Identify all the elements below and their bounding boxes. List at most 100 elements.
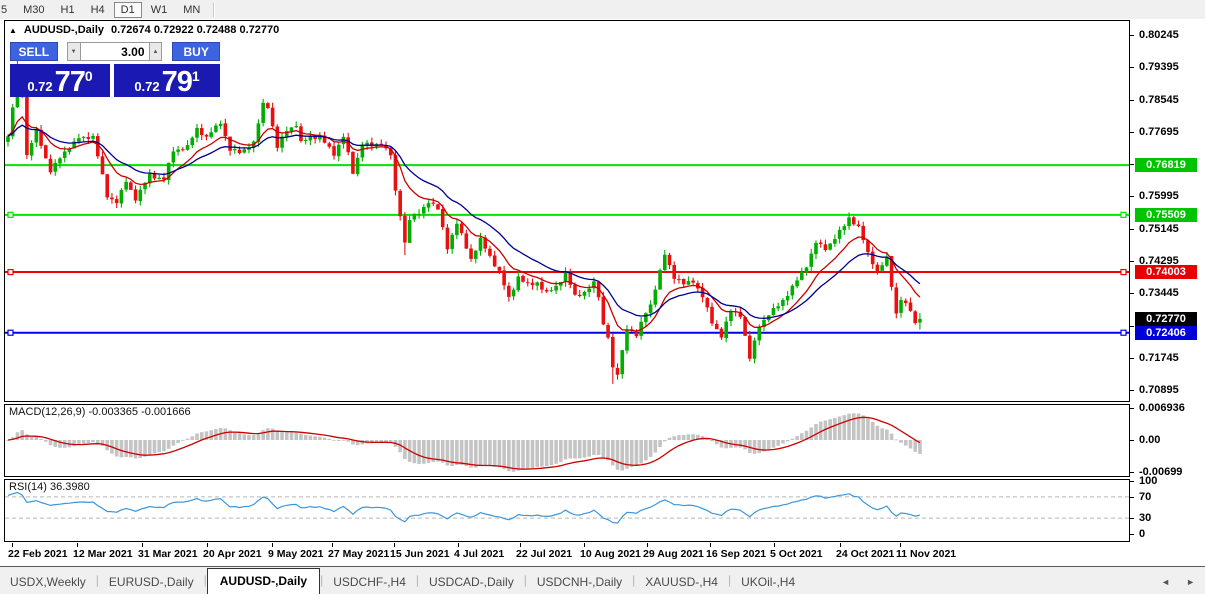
- date-label: 27 May 2021: [328, 548, 390, 560]
- price-tick: [1130, 164, 1134, 166]
- rsi-label: RSI(14) 36.3980: [9, 481, 90, 493]
- tab-separator: |: [95, 573, 99, 587]
- date-label: 16 Sep 2021: [706, 548, 767, 560]
- date-tick: [272, 543, 273, 547]
- date-label: 10 Aug 2021: [580, 548, 641, 560]
- volume-decrease-button[interactable]: ▼: [66, 42, 81, 61]
- date-label: 5 Oct 2021: [770, 548, 823, 560]
- rsi-tick-label: 100: [1139, 475, 1158, 487]
- collapse-icon[interactable]: ▲: [9, 25, 17, 35]
- current-price-badge[interactable]: 0.72770: [1135, 311, 1197, 326]
- hline-price-badge[interactable]: 0.72406: [1135, 325, 1197, 340]
- symbol-title: AUDUSD-,Daily: [23, 24, 104, 36]
- date-tick: [12, 543, 13, 547]
- price-tick: [1130, 99, 1134, 101]
- date-tick: [520, 543, 521, 547]
- scroll-right-icon[interactable]: ►: [1186, 577, 1195, 587]
- date-label: 15 Jun 2021: [390, 548, 450, 560]
- rsi-line: [7, 491, 921, 524]
- sell-button[interactable]: SELL: [10, 42, 58, 61]
- timeframe-button-w1[interactable]: W1: [150, 3, 168, 16]
- timeframe-button-h1[interactable]: H1: [60, 3, 75, 16]
- timeframe-button-mn[interactable]: MN: [183, 3, 201, 16]
- tab-separator: |: [415, 573, 420, 587]
- rsi-pane[interactable]: [4, 479, 1130, 542]
- rsi-tick: [1130, 481, 1134, 482]
- tab-xauusd-h4[interactable]: XAUUSD-,H4: [645, 575, 718, 589]
- volume-increase-button[interactable]: ▲: [148, 42, 163, 61]
- buy-button[interactable]: BUY: [172, 42, 220, 61]
- rsi-tick: [1130, 518, 1134, 520]
- macd-tick: [1130, 471, 1134, 473]
- price-tick-label: 0.73445: [1139, 287, 1179, 300]
- macd-tick-label: 0.006936: [1139, 402, 1185, 414]
- date-label: 12 Mar 2021: [73, 548, 133, 560]
- macd-pane[interactable]: [4, 404, 1130, 477]
- timeframe-button-m30[interactable]: M30: [23, 3, 45, 16]
- buy-price-display[interactable]: 0.72 79 1: [114, 64, 220, 97]
- date-tick: [840, 543, 841, 547]
- hline-price-badge[interactable]: 0.74003: [1135, 265, 1197, 280]
- date-tick: [332, 543, 333, 547]
- time-axis[interactable]: 22 Feb 2021 12 Mar 2021 31 Mar 2021 20 Apr …: [4, 543, 1130, 565]
- tab-scroll-arrows: ◄ ►: [1161, 577, 1205, 594]
- price-tick: [1130, 196, 1134, 198]
- tab-eurusd-daily[interactable]: EURUSD-,Daily: [108, 575, 194, 589]
- price-tick: [1130, 35, 1134, 36]
- date-label: 11 Nov 2021: [896, 548, 957, 560]
- ma-slow-line: [7, 124, 921, 319]
- macd-tick-label: -0.00699: [1139, 465, 1183, 478]
- date-tick: [142, 543, 143, 547]
- tab-usdcad-daily[interactable]: USDCAD-,Daily: [429, 575, 514, 589]
- hline-0.75509[interactable]: [5, 211, 1129, 218]
- tab-separator: |: [523, 573, 527, 587]
- price-tick: [1130, 131, 1134, 133]
- tab-usdcnh-daily[interactable]: USDCNH-,Daily: [536, 575, 623, 589]
- scroll-left-icon[interactable]: ◄: [1161, 577, 1171, 587]
- ohlc-values: 0.72674 0.72922 0.72488 0.72770: [111, 24, 280, 36]
- date-tick: [647, 543, 648, 547]
- rsi-tick-label: 70: [1139, 490, 1152, 503]
- buy-price-big: 79: [161, 66, 193, 98]
- timeframe-button-h4[interactable]: H4: [90, 3, 105, 16]
- price-tick-label: 0.77695: [1139, 125, 1179, 138]
- date-label: 29 Aug 2021: [643, 548, 704, 560]
- price-tick-label: 0.71745: [1139, 351, 1179, 364]
- sell-price-display[interactable]: 0.72 77 0: [10, 64, 110, 97]
- date-label: 20 Apr 2021: [203, 548, 262, 560]
- tab-usdx-weekly[interactable]: USDX,Weekly: [10, 575, 86, 589]
- tab-ukoil-h4[interactable]: UKOil-,H4: [741, 575, 796, 589]
- hline-0.72406[interactable]: [5, 329, 1129, 336]
- date-tick: [458, 543, 459, 547]
- price-tick: [1130, 228, 1134, 230]
- tab-separator: |: [320, 573, 324, 587]
- tab-separator: |: [203, 573, 207, 587]
- hline-price-badge[interactable]: 0.75509: [1135, 207, 1197, 222]
- price-tick-label: 0.70895: [1139, 384, 1179, 397]
- price-tick-label: 0.75145: [1139, 222, 1179, 235]
- macd-tick-label: 0.00: [1139, 434, 1161, 446]
- volume-input[interactable]: [80, 42, 149, 61]
- price-tick-label: 0.75995: [1139, 190, 1179, 203]
- timeframe-button-5[interactable]: 5: [1, 3, 8, 16]
- rsi-value: 36.3980: [49, 481, 90, 493]
- price-tick: [1130, 357, 1134, 359]
- rsi-tick-label: 30: [1139, 512, 1152, 525]
- date-label: 22 Jul 2021: [516, 548, 573, 560]
- tab-usdchf-h4[interactable]: USDCHF-,H4: [333, 575, 406, 589]
- buy-price-base: 0.72: [134, 79, 160, 94]
- macd-label: MACD(12,26,9) -0.003365 -0.001666: [9, 406, 191, 418]
- macd-signal-line: [7, 416, 921, 470]
- price-tick-label: 0.74295: [1139, 254, 1179, 267]
- tab-audusd-daily[interactable]: AUDUSD-,Daily: [206, 568, 321, 594]
- timeframe-toolbar: 5 M30 H1 H4 D1 W1 MN: [0, 0, 1205, 20]
- chart-tabs-bar: USDX,Weekly | EURUSD-,Daily | AUDUSD-,Daily |…: [0, 566, 1205, 594]
- date-tick: [900, 543, 901, 547]
- hline-price-badge[interactable]: 0.76819: [1135, 158, 1197, 173]
- timeframe-button-d1[interactable]: D1: [113, 1, 142, 18]
- macd-tick: [1130, 408, 1134, 409]
- tab-separator: |: [632, 573, 636, 587]
- price-axis[interactable]: 0.802450.793950.785450.776950.768450.759…: [1130, 19, 1205, 566]
- date-tick: [710, 543, 711, 547]
